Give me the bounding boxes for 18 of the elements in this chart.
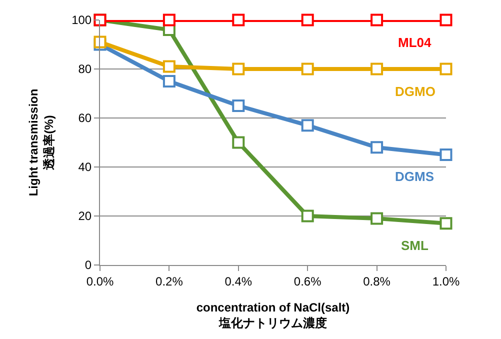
x-tick-label: 0.4% xyxy=(224,274,252,288)
x-tick-label: 0.2% xyxy=(156,274,184,288)
x-tick-label: 0.0% xyxy=(86,274,114,288)
y-tick-label: 40 xyxy=(78,160,92,174)
y-tick-label: 0 xyxy=(84,258,92,272)
x-tick-label: 1.0% xyxy=(432,274,460,288)
y-axis-title: Light transmission 透過率(%) xyxy=(26,88,56,196)
series-label: ML04 xyxy=(398,35,432,50)
y-tick-label: 60 xyxy=(78,111,92,126)
y-tick-label: 20 xyxy=(78,209,92,224)
series-label: DGMO xyxy=(395,84,436,99)
series-label: SML xyxy=(401,238,428,253)
y-tick-label: 80 xyxy=(78,62,92,76)
x-axis-title: concentration of NaCl(salt) 塩化ナトリウム濃度 xyxy=(196,300,350,330)
series-label: DGMS xyxy=(395,169,434,184)
y-tick-label: 100 xyxy=(72,13,92,28)
x-tick-label: 0.8% xyxy=(363,274,391,288)
x-tick-label: 0.6% xyxy=(294,274,322,288)
